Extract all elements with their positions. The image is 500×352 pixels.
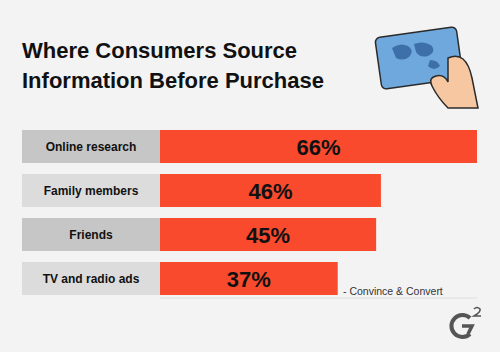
bar	[160, 262, 338, 295]
value-axis	[160, 298, 477, 299]
category-box	[22, 218, 160, 251]
category-label: Online research	[46, 140, 137, 154]
category-box	[22, 130, 160, 163]
bar	[160, 174, 381, 207]
chart: Where Consumers Source Information Befor…	[0, 0, 500, 352]
category-label: Friends	[69, 228, 113, 242]
bar	[160, 218, 376, 251]
card-icon	[375, 27, 478, 108]
title: Where Consumers Source Information Befor…	[22, 36, 392, 96]
category-label: TV and radio ads	[43, 272, 140, 286]
category-box	[22, 262, 160, 295]
category-label: Family members	[44, 184, 139, 198]
logo	[451, 308, 481, 338]
bar	[160, 130, 477, 163]
data-label: 46%	[248, 179, 292, 204]
labels: Online research 66% Family members 46% Frien…	[22, 130, 341, 295]
data-label: 66%	[296, 135, 340, 160]
bars	[160, 130, 477, 295]
category-box	[22, 174, 160, 207]
chart-svg: Online research 66% Family members 46% Frien…	[0, 0, 500, 352]
data-label: 37%	[227, 267, 271, 292]
source-note: - Convince & Convert	[343, 285, 443, 297]
data-label: 45%	[246, 223, 290, 248]
